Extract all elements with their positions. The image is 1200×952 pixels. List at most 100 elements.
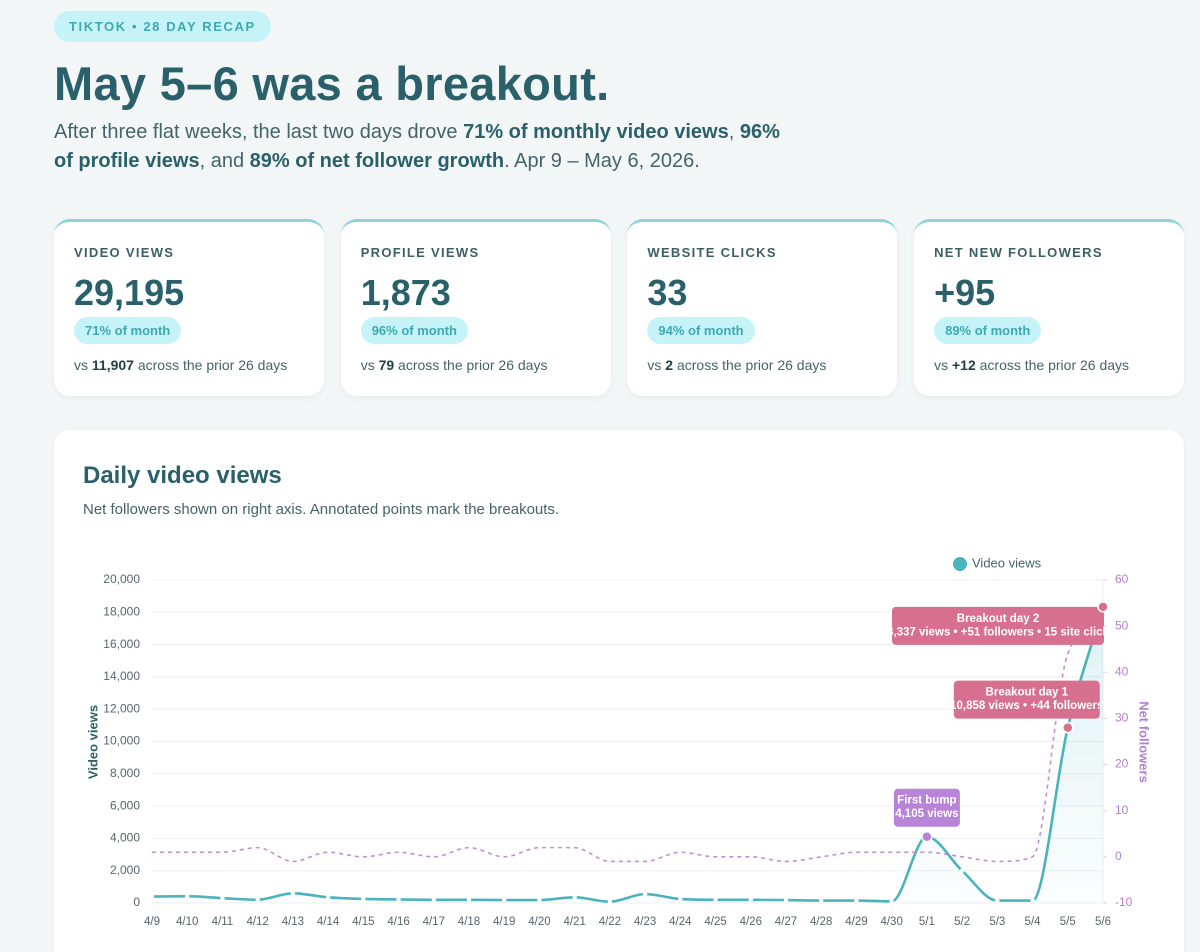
y-tick-label: 18,000	[103, 604, 140, 618]
point	[854, 898, 859, 903]
y-axis-label: Video views	[85, 705, 100, 779]
x-tick-label: 4/14	[317, 916, 340, 928]
point	[572, 895, 577, 900]
kpi-share: 89% of month	[934, 317, 1042, 344]
point	[149, 894, 155, 899]
y-tick-label: 20,000	[103, 572, 140, 586]
x-tick-label: 4/21	[563, 916, 585, 928]
subtitle-part: 71% of monthly video views	[463, 121, 729, 143]
x-tick-label: 4/15	[352, 916, 374, 928]
y2-tick-label: 60	[1115, 572, 1129, 586]
point	[607, 899, 613, 904]
x-tick-label: 4/12	[246, 916, 268, 928]
kpi-share: 94% of month	[647, 317, 755, 344]
y2-tick-label: 50	[1115, 618, 1129, 632]
x-tick-label: 4/11	[212, 916, 234, 928]
y2-tick-label: 10	[1115, 803, 1129, 817]
x-tick-label: 4/16	[387, 916, 409, 928]
annotation: Breakout day 110,858 views • +44 followe…	[953, 680, 1100, 734]
subtitle-part: 96% of profile views	[54, 121, 780, 172]
x-tick-label: 4/22	[599, 916, 621, 928]
point	[220, 895, 225, 901]
x-tick-label: 5/2	[954, 916, 970, 928]
comparison-prefix: vs	[934, 357, 949, 373]
point	[466, 897, 472, 902]
annotation-text: First bump	[897, 795, 956, 807]
x-tick-label: 5/3	[989, 916, 1005, 928]
point	[959, 868, 965, 873]
annotation-box	[892, 606, 1104, 645]
comparison-prior: 79	[378, 357, 395, 373]
x-tick-label: 4/29	[845, 916, 867, 928]
legend-label: Video views	[972, 555, 1042, 570]
point	[537, 897, 542, 903]
x-tick-label: 4/9	[144, 916, 160, 928]
x-tick-label: 4/10	[176, 916, 198, 928]
kpi-label: WEBSITE CLICKS	[647, 245, 777, 260]
annotation-point	[921, 830, 933, 843]
series-line	[151, 606, 1105, 904]
kpi-share: 96% of month	[360, 317, 468, 344]
y-tick-label: 16,000	[103, 637, 140, 651]
kpi-label: NET NEW FOLLOWERS	[934, 245, 1103, 260]
kpi-label: VIDEO VIEWS	[74, 245, 175, 260]
comparison-suffix: across the prior 26 days	[398, 357, 548, 373]
kpi-value: 1,873	[360, 272, 451, 313]
point	[995, 898, 1000, 903]
kpi-card: VIDEO VIEWS 29,195 71% of month vs 11,907 a…	[54, 219, 324, 396]
point	[361, 896, 366, 902]
annotation-box	[893, 788, 960, 827]
y2-tick-label: 30	[1115, 711, 1129, 725]
subtitle-part: After three flat weeks, the last two day…	[54, 121, 464, 143]
kpi-comparison: vs 2 across the prior 26 days	[647, 357, 826, 373]
subtitle-part: , and	[199, 150, 250, 172]
x-tick-label: 4/13	[282, 916, 304, 928]
annotation-point	[1062, 721, 1074, 734]
point	[396, 897, 401, 902]
x-tick-label: 4/20	[528, 916, 550, 928]
point	[642, 891, 648, 897]
comparison-prefix: vs	[74, 357, 88, 373]
x-tick-label: 4/23	[634, 916, 656, 928]
point	[748, 897, 753, 902]
kpi-value: 33	[647, 272, 688, 313]
kpi-value: +95	[934, 272, 996, 313]
point	[325, 895, 331, 900]
annotation-text: Breakout day 2	[957, 613, 1039, 625]
y2-tick-label: 20	[1115, 757, 1129, 771]
y-tick-label: 14,000	[103, 669, 140, 683]
x-tick-label: 4/18	[458, 916, 480, 928]
y-tick-label: 2,000	[110, 863, 140, 877]
y-tick-label: 10,000	[103, 734, 140, 748]
annotation-point	[1097, 601, 1109, 613]
y2-tick-label: 40	[1115, 664, 1129, 678]
point	[783, 897, 789, 903]
x-tick-label: 4/17	[423, 916, 445, 928]
y2-tick-label: -10	[1115, 895, 1133, 909]
subtitle-part: ,	[728, 121, 740, 143]
kpi-share: 71% of month	[74, 317, 182, 344]
annotation-text: 4,105 views	[895, 808, 958, 820]
x-tick-label: 5/6	[1095, 916, 1111, 928]
y-tick-label: 12,000	[103, 701, 140, 715]
y-tick-label: 6,000	[110, 798, 140, 812]
y2-axis-label: Net followers	[1137, 701, 1152, 783]
point	[678, 896, 683, 902]
point	[502, 897, 507, 903]
kpi-comparison: vs 79 across the prior 26 days	[361, 357, 548, 373]
point	[819, 898, 824, 903]
annotation-text: 18,337 views • +51 followers • 15 site c…	[881, 626, 1116, 638]
comparison-suffix: across the prior 26 days	[979, 357, 1130, 373]
point	[290, 891, 296, 896]
comparison-suffix: across the prior 26 days	[676, 357, 827, 373]
kpi-label: PROFILE VIEWS	[360, 245, 480, 260]
x-tick-label: 4/26	[740, 916, 762, 928]
point	[185, 894, 190, 899]
subtitle-part: . Apr 9 – May 6, 2026.	[504, 150, 700, 172]
x-tick-label: 5/1	[919, 916, 935, 928]
comparison-prior: 2	[665, 357, 674, 373]
annotation: Breakout day 218,337 views • +51 followe…	[881, 601, 1116, 645]
legend-swatch	[953, 557, 967, 571]
